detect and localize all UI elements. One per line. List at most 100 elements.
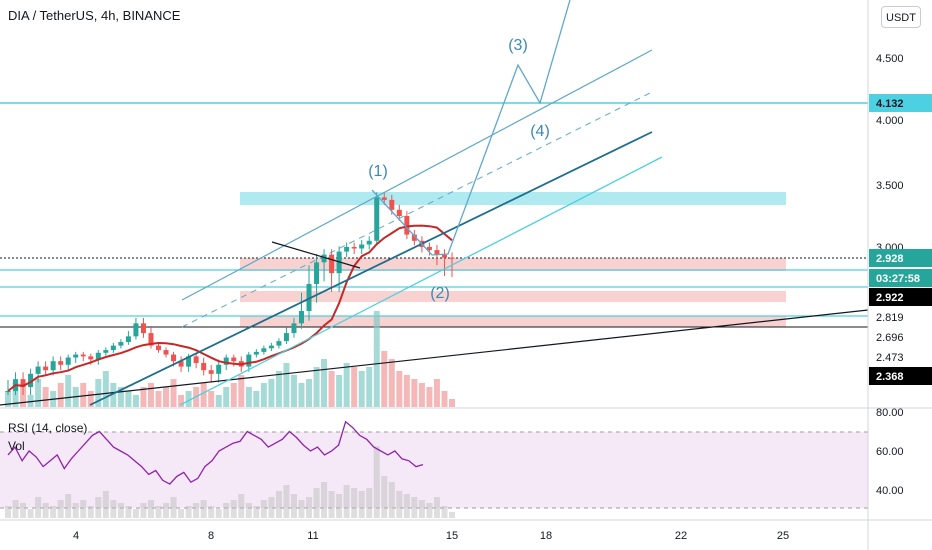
- elliott-wave-path: [371, 0, 571, 256]
- time-tick-label: 18: [540, 530, 552, 542]
- rsi-volume-bar: [373, 446, 380, 518]
- candle-body: [381, 197, 387, 200]
- candle-body: [178, 361, 184, 367]
- volume-bar: [418, 383, 425, 407]
- rsi-volume-bar: [72, 503, 79, 518]
- volume-bar: [57, 383, 64, 407]
- volume-bar: [178, 395, 185, 407]
- resistance-zone-cyan: [240, 192, 786, 205]
- volume-bar: [426, 387, 433, 407]
- volume-bar: [298, 383, 305, 407]
- candle-body: [426, 247, 432, 251]
- rsi-volume-bar: [449, 512, 455, 518]
- chart-title: DIA / TetherUS, 4h, BINANCE: [8, 8, 181, 23]
- currency-button[interactable]: USDT: [881, 6, 921, 28]
- candle-body: [223, 357, 229, 365]
- candle-body: [208, 370, 214, 374]
- candle-body: [103, 350, 109, 353]
- time-tick-label: 22: [675, 530, 687, 542]
- candle-body: [140, 323, 146, 334]
- rsi-volume-bar: [80, 500, 87, 518]
- candle-body: [306, 283, 312, 312]
- volume-bar: [65, 375, 72, 407]
- candle-body: [156, 345, 162, 351]
- volume-bar: [87, 391, 94, 407]
- price-label-box: [869, 367, 932, 385]
- wave-label: (4): [530, 123, 550, 140]
- price-label-text: 2.368: [876, 371, 904, 383]
- rsi-volume-bar: [253, 506, 260, 518]
- price-label-box: [869, 94, 932, 112]
- volume-bar: [343, 363, 350, 407]
- rsi-volume-bar: [381, 476, 388, 518]
- support-zone-1: [240, 258, 786, 271]
- volume-bar: [245, 387, 252, 407]
- rsi-volume-bar: [95, 497, 102, 518]
- volume-bar: [358, 371, 365, 407]
- volume-bar: [275, 371, 282, 407]
- rsi-volume-bar: [418, 500, 425, 518]
- volume-bar: [351, 367, 358, 407]
- candle-body: [88, 356, 94, 360]
- candle-body: [396, 209, 402, 216]
- volume-bar: [117, 387, 124, 407]
- volume-bar: [441, 391, 448, 407]
- price-label-text: 03:27:58: [876, 273, 920, 285]
- candle-body: [276, 341, 282, 346]
- rsi-volume-bar: [140, 503, 147, 518]
- candle-body: [441, 254, 447, 258]
- support-zone-3: [240, 316, 786, 327]
- volume-bar: [411, 379, 418, 407]
- rsi-volume-bar: [155, 506, 162, 518]
- price-label-box: [869, 288, 932, 306]
- rsi-volume-bar: [283, 485, 290, 518]
- long-black-support-line: [0, 309, 869, 406]
- volume-bar: [403, 375, 410, 407]
- volume-bar: [125, 391, 132, 407]
- candle-body: [261, 348, 267, 352]
- volume-bar: [223, 387, 230, 407]
- candle-body: [186, 356, 192, 367]
- candle-body: [344, 247, 350, 252]
- candle-body: [65, 357, 71, 365]
- volume-bar: [388, 359, 395, 407]
- volume-bar: [268, 379, 275, 407]
- volume-bar: [328, 371, 335, 407]
- price-tick-label: 3.500: [876, 180, 904, 192]
- rsi-volume-bar: [132, 509, 139, 518]
- rsi-volume-bar: [185, 506, 192, 518]
- wave-label: (3): [508, 37, 528, 54]
- rsi-volume-bar: [35, 497, 42, 518]
- time-tick-label: 11: [307, 530, 318, 542]
- candle-body: [20, 379, 26, 388]
- rsi-volume-bar: [290, 494, 297, 518]
- volume-bar: [20, 387, 27, 407]
- volume-bar: [253, 391, 260, 407]
- rsi-volume-bar: [403, 494, 410, 518]
- rsi-volume-bar: [298, 500, 305, 518]
- volume-bar: [433, 379, 440, 407]
- candle-body: [291, 323, 297, 334]
- candle-body: [193, 356, 199, 363]
- volume-bar: [155, 391, 162, 407]
- rsi-volume-bar: [215, 509, 222, 518]
- volume-bar: [306, 379, 313, 407]
- rsi-tick-label: 40.00: [876, 485, 904, 497]
- volume-bar: [381, 351, 388, 407]
- candle-body: [374, 197, 380, 241]
- candle-body: [404, 216, 410, 235]
- rsi-volume-bar: [321, 482, 328, 518]
- rsi-volume-bar: [20, 503, 27, 518]
- candles-layer: [5, 192, 455, 395]
- rsi-volume-bar: [268, 497, 275, 518]
- rsi-volume-bar: [245, 503, 252, 518]
- rsi-tick-label: 80.00: [876, 407, 904, 419]
- candle-body: [80, 354, 86, 357]
- volume-bar: [95, 379, 102, 407]
- rsi-volume-bar: [260, 500, 267, 518]
- candle-body: [449, 257, 455, 259]
- volume-bar: [396, 371, 403, 407]
- volume-bar: [42, 387, 49, 407]
